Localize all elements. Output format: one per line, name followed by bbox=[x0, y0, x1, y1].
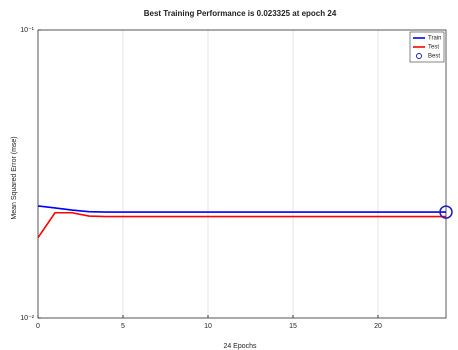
y-axis-label: Mean Squared Error (mse) bbox=[11, 136, 18, 219]
x-tick-label: 0 bbox=[36, 323, 40, 330]
legend-label: Train bbox=[428, 36, 441, 42]
series-line bbox=[37, 205, 447, 213]
x-tick-label: 5 bbox=[121, 323, 125, 330]
legend-label: Best bbox=[428, 54, 440, 60]
x-tick-label: 15 bbox=[289, 323, 297, 330]
plot-frame bbox=[37, 29, 447, 319]
y-tick-label: 10⁻¹ bbox=[20, 27, 34, 34]
legend-box bbox=[409, 31, 445, 63]
chart-title: Best Training Performance is 0.023325 at… bbox=[144, 9, 337, 18]
series-line bbox=[37, 211, 446, 239]
x-axis-label: 24 Epochs bbox=[223, 343, 257, 350]
best-marker bbox=[439, 205, 453, 219]
x-tick-label: 10 bbox=[204, 323, 212, 330]
legend-swatch bbox=[416, 53, 422, 59]
y-tick-label: 10⁻² bbox=[20, 315, 34, 322]
x-tick-label: 20 bbox=[374, 323, 382, 330]
legend-label: Test bbox=[428, 45, 439, 51]
